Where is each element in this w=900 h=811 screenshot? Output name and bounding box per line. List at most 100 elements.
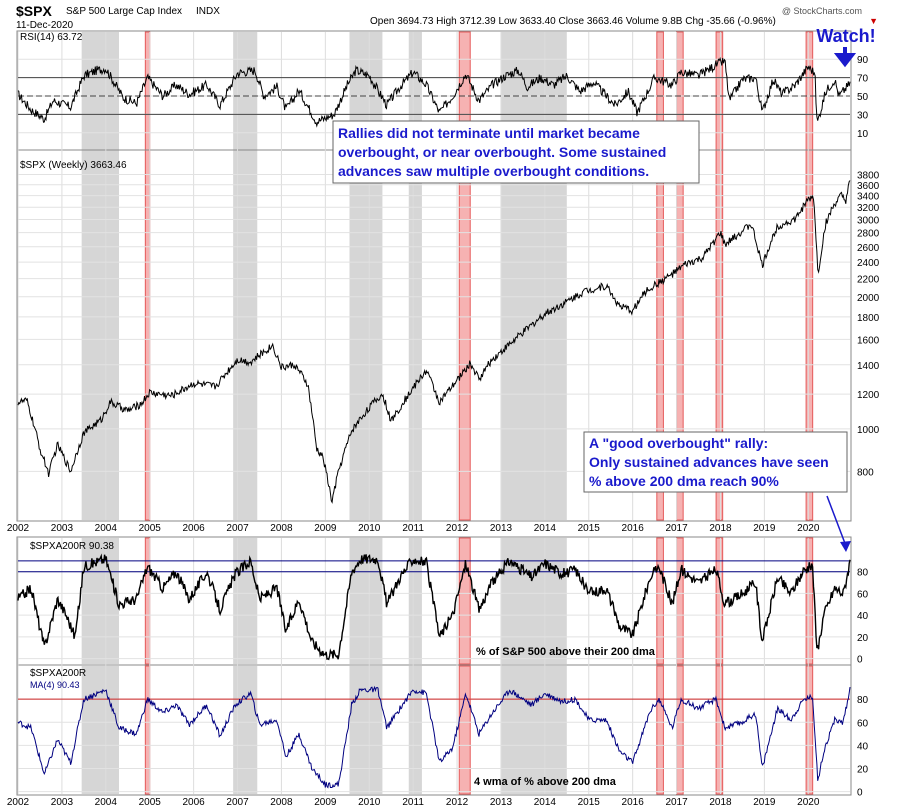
red-band-3-1 [676, 537, 684, 665]
panel-3-y-tick-40: 40 [857, 741, 869, 752]
x-tick-2020-1: 2020 [797, 797, 820, 808]
panel-2-y-tick-60: 60 [857, 589, 869, 600]
panel-2-y-tick-0: 0 [857, 655, 863, 666]
panel-3-y-tick-0: 0 [857, 788, 863, 799]
red-band-4-2 [715, 665, 724, 795]
annotation-1-line-3: advances saw multiple overbought conditi… [338, 163, 649, 179]
panel-3-y-tick-80: 80 [857, 695, 869, 706]
header-name: S&P 500 Large Cap Index [66, 6, 182, 17]
panel-2-y-tick-80: 80 [857, 568, 869, 579]
panel-1-y-tick-1800: 1800 [857, 313, 880, 324]
gray-band-1-1 [233, 538, 258, 664]
red-band-1-2 [458, 665, 471, 795]
red-band-2-2 [656, 665, 664, 795]
panel-0-y-tick-50: 50 [857, 92, 869, 103]
x-tick-2018-1: 2018 [709, 797, 732, 808]
x-tick-2003-0: 2003 [51, 523, 74, 534]
red-band-2-1 [656, 537, 664, 665]
panel-1-y-tick-2600: 2600 [857, 243, 880, 254]
red-band-4-0 [715, 31, 724, 521]
gray-band-1-2 [233, 666, 258, 794]
x-tick-2012-0: 2012 [446, 523, 469, 534]
x-tick-2017-1: 2017 [665, 797, 688, 808]
x-tick-2014-0: 2014 [534, 523, 557, 534]
gray-band-0-2 [81, 666, 119, 794]
panel-0-y-tick-30: 30 [857, 110, 869, 121]
x-tick-2002-0: 2002 [7, 523, 30, 534]
x-tick-2005-1: 2005 [139, 797, 162, 808]
red-band-3-2 [676, 665, 684, 795]
header-exchange: INDX [196, 6, 220, 17]
annotation-1-line-1: Rallies did not terminate until market b… [338, 125, 640, 141]
series-line-3 [17, 685, 851, 789]
series-line-2 [17, 553, 851, 661]
x-tick-2004-0: 2004 [95, 523, 118, 534]
red-band-5-0 [805, 31, 814, 521]
panel-1-y-tick-1000: 1000 [857, 425, 880, 436]
panel-2-y-tick-20: 20 [857, 633, 869, 644]
x-tick-2010-0: 2010 [358, 523, 381, 534]
gridlines [17, 32, 850, 794]
watch-arrow-icon [833, 47, 857, 68]
ma-legend: MA(4) 90.43 [30, 680, 80, 690]
gray-band-2-2 [349, 666, 383, 794]
panel-1-y-tick-1200: 1200 [857, 390, 880, 401]
x-tick-2008-0: 2008 [270, 523, 293, 534]
header-ohlc: Open 3694.73 High 3712.39 Low 3633.40 Cl… [370, 16, 776, 27]
panel-1-y-tick-2200: 2200 [857, 275, 880, 286]
gray-band-4-2 [500, 666, 567, 794]
x-tick-2016-0: 2016 [622, 523, 645, 534]
panel-1-y-tick-3600: 3600 [857, 181, 880, 192]
panel-3-y-tick-60: 60 [857, 718, 869, 729]
series-line-0 [17, 57, 851, 128]
red-band-5-1 [805, 537, 814, 665]
x-tick-2006-1: 2006 [182, 797, 205, 808]
pct-panel-title: $SPXA200R 90.38 [30, 541, 114, 552]
annotation-2-line-2: Only sustained advances have seen [589, 454, 829, 470]
red-band-2-0 [656, 31, 664, 521]
gray-band-2-0 [349, 32, 383, 520]
watch-label: Watch! [816, 26, 875, 46]
x-tick-2020-0: 2020 [797, 523, 820, 534]
x-tick-2007-1: 2007 [226, 797, 249, 808]
x-tick-2017-0: 2017 [665, 523, 688, 534]
panel-1-y-tick-3000: 3000 [857, 216, 880, 227]
wma-label: 4 wma of % above 200 dma [474, 776, 617, 788]
red-band-5-2 [805, 665, 814, 795]
x-tick-2013-0: 2013 [490, 523, 513, 534]
x-tick-2016-1: 2016 [622, 797, 645, 808]
gray-band-0-0 [81, 32, 119, 520]
axis-labels: 2002200220032003200420042005200520062006… [7, 55, 880, 808]
red-band-4-1 [715, 537, 724, 665]
x-tick-2009-0: 2009 [314, 523, 337, 534]
gray-band-3-2 [408, 666, 422, 794]
x-tick-2007-0: 2007 [226, 523, 249, 534]
x-tick-2012-1: 2012 [446, 797, 469, 808]
annotation-box-1 [332, 120, 700, 184]
panel-0-y-tick-70: 70 [857, 74, 869, 85]
red-band-0-2 [144, 665, 151, 795]
x-tick-2010-1: 2010 [358, 797, 381, 808]
x-tick-2015-1: 2015 [578, 797, 601, 808]
gray-band-3-0 [408, 32, 422, 520]
gray-band-4-1 [500, 538, 567, 664]
annotation-2-line-1: A "good overbought" rally: [589, 435, 768, 451]
price-panel-title: $SPX (Weekly) 3663.46 [20, 160, 127, 171]
red-band-0-0 [144, 31, 151, 521]
x-tick-2006-0: 2006 [182, 523, 205, 534]
x-tick-2002-1: 2002 [7, 797, 30, 808]
panel-1-y-tick-800: 800 [857, 467, 874, 478]
x-tick-2011-1: 2011 [402, 797, 424, 808]
panel-1-y-tick-3800: 3800 [857, 170, 880, 181]
panel-0-y-tick-10: 10 [857, 129, 869, 140]
gray-band-1-0 [233, 32, 258, 520]
x-tick-2009-1: 2009 [314, 797, 337, 808]
annotation-1-line-2: overbought, or near overbought. Some sus… [338, 144, 666, 160]
x-tick-2014-1: 2014 [534, 797, 557, 808]
rsi-panel-title: RSI(14) 63.72 [20, 32, 83, 43]
x-tick-2003-1: 2003 [51, 797, 74, 808]
panel-1-y-tick-2800: 2800 [857, 229, 880, 240]
panel-1-y-tick-3200: 3200 [857, 203, 880, 214]
x-tick-2019-0: 2019 [753, 523, 776, 534]
